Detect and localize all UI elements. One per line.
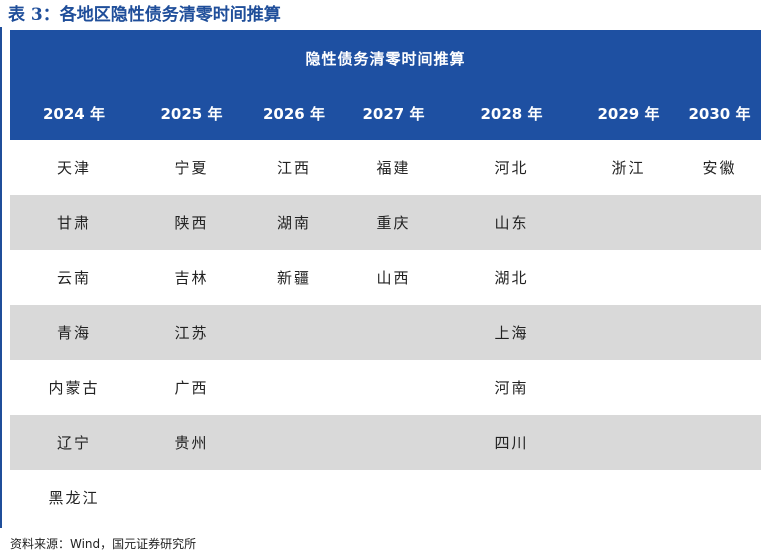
source-note: 资料来源：Wind，国元证券研究所	[10, 537, 197, 551]
table-cell: 上海	[444, 305, 579, 360]
table-cell: 河北	[444, 140, 579, 195]
table-cell: 云南	[10, 250, 138, 305]
table-row: 内蒙古 广西 河南	[10, 360, 761, 415]
table-cell	[245, 360, 343, 415]
table-cell: 浙江	[579, 140, 678, 195]
table-cell: 湖南	[245, 195, 343, 250]
table-cell	[579, 415, 678, 470]
table-banner: 隐性债务清零时间推算	[10, 30, 761, 87]
table-cell	[579, 360, 678, 415]
table-cell	[678, 195, 761, 250]
year-header: 2025 年	[138, 87, 245, 140]
table-cell: 福建	[343, 140, 444, 195]
table-cell: 辽宁	[10, 415, 138, 470]
table-cell: 吉林	[138, 250, 245, 305]
table-cell: 江西	[245, 140, 343, 195]
table-cell	[343, 360, 444, 415]
table-cell	[678, 470, 761, 525]
table-banner-row: 隐性债务清零时间推算	[10, 30, 761, 87]
table-row: 青海 江苏 上海	[10, 305, 761, 360]
table-cell: 山东	[444, 195, 579, 250]
table-cell: 广西	[138, 360, 245, 415]
year-header: 2028 年	[444, 87, 579, 140]
table-cell	[444, 470, 579, 525]
left-border-rule	[0, 27, 2, 528]
table-cell	[678, 305, 761, 360]
table-row: 黑龙江	[10, 470, 761, 525]
table-caption: 表 3：各地区隐性债务清零时间推算	[8, 5, 281, 25]
table-cell	[343, 415, 444, 470]
table-cell	[245, 470, 343, 525]
table-cell	[579, 305, 678, 360]
table-cell: 新疆	[245, 250, 343, 305]
table-cell: 四川	[444, 415, 579, 470]
table-cell	[343, 305, 444, 360]
table-cell: 贵州	[138, 415, 245, 470]
table-row: 天津 宁夏 江西 福建 河北 浙江 安徽	[10, 140, 761, 195]
year-header-row: 2024 年 2025 年 2026 年 2027 年 2028 年 2029 …	[10, 87, 761, 140]
table-cell	[579, 470, 678, 525]
table-cell	[678, 360, 761, 415]
table-cell	[343, 470, 444, 525]
table-cell	[245, 415, 343, 470]
debt-clearance-table: 隐性债务清零时间推算 2024 年 2025 年 2026 年 2027 年 2…	[10, 30, 761, 525]
table-cell: 山西	[343, 250, 444, 305]
table-cell	[138, 470, 245, 525]
year-header: 2030 年	[678, 87, 761, 140]
table-cell: 重庆	[343, 195, 444, 250]
table-cell: 江苏	[138, 305, 245, 360]
year-header: 2024 年	[10, 87, 138, 140]
year-header: 2027 年	[343, 87, 444, 140]
table-cell	[678, 250, 761, 305]
table-cell: 陕西	[138, 195, 245, 250]
table-cell: 青海	[10, 305, 138, 360]
table-cell	[245, 305, 343, 360]
table-cell: 黑龙江	[10, 470, 138, 525]
table-row: 甘肃 陕西 湖南 重庆 山东	[10, 195, 761, 250]
year-header: 2026 年	[245, 87, 343, 140]
table-cell: 宁夏	[138, 140, 245, 195]
table-cell: 甘肃	[10, 195, 138, 250]
table-cell: 内蒙古	[10, 360, 138, 415]
table-cell: 湖北	[444, 250, 579, 305]
table-cell	[678, 415, 761, 470]
table-cell: 安徽	[678, 140, 761, 195]
table-cell: 河南	[444, 360, 579, 415]
table-cell: 天津	[10, 140, 138, 195]
year-header: 2029 年	[579, 87, 678, 140]
table-row: 云南 吉林 新疆 山西 湖北	[10, 250, 761, 305]
table-cell	[579, 250, 678, 305]
table-row: 辽宁 贵州 四川	[10, 415, 761, 470]
table-cell	[579, 195, 678, 250]
